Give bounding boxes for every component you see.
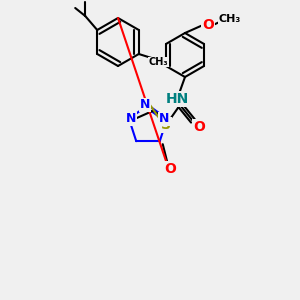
Text: O: O (164, 162, 176, 176)
Text: N: N (140, 98, 150, 112)
Text: O: O (193, 120, 205, 134)
Text: N: N (126, 112, 136, 125)
Text: N: N (159, 112, 169, 125)
Text: CH₃: CH₃ (149, 57, 169, 67)
Text: HN: HN (165, 92, 189, 106)
Text: O: O (202, 18, 214, 32)
Text: CH₃: CH₃ (219, 14, 241, 24)
Text: S: S (161, 118, 171, 132)
